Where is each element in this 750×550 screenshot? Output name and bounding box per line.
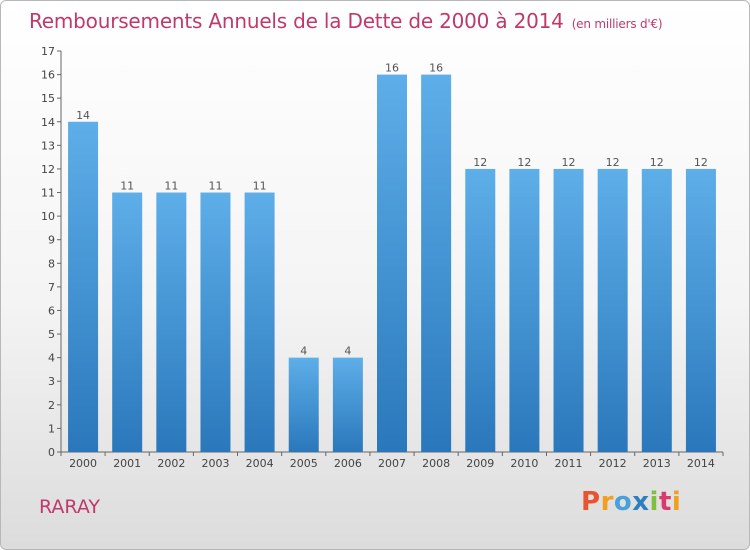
y-tick-label: 3 [48, 375, 55, 388]
x-tick-label: 2008 [422, 457, 450, 470]
bar-value-label: 12 [606, 156, 620, 169]
x-tick-label: 2009 [466, 457, 494, 470]
bar [641, 168, 672, 453]
x-tick-label: 2010 [510, 457, 538, 470]
bar [112, 192, 143, 452]
x-tick-label: 2000 [69, 457, 97, 470]
y-tick-label: 5 [48, 328, 55, 341]
data-labels: 14 11 11 11 11 4 4 16 16 12 12 12 12 12 12 [76, 62, 708, 358]
x-tick-label: 2005 [290, 457, 318, 470]
logo-letter: x [632, 487, 650, 517]
proxiti-logo: Proxiti [581, 487, 681, 517]
bar-value-label: 11 [120, 180, 134, 193]
logo-letter: P [581, 487, 601, 517]
logo-letter: r [600, 487, 614, 517]
bar [332, 357, 363, 452]
y-tick-label: 2 [48, 399, 55, 412]
bar [421, 74, 452, 453]
logo-letter: o [613, 487, 633, 517]
x-tick-label: 2013 [643, 457, 671, 470]
bar [244, 192, 275, 452]
bar-value-label: 11 [253, 180, 267, 193]
x-tick-label: 2003 [201, 457, 229, 470]
bar [465, 168, 496, 453]
bar-value-label: 16 [429, 62, 443, 75]
x-tick-label: 2014 [687, 457, 715, 470]
bar-value-label: 12 [473, 156, 487, 169]
y-tick-label: 10 [41, 210, 55, 223]
bar-value-label: 16 [385, 62, 399, 75]
x-tick-label: 2006 [334, 457, 362, 470]
y-tick-label: 7 [48, 281, 55, 294]
x-tick-label: 2011 [555, 457, 583, 470]
y-tick-label: 6 [48, 304, 55, 317]
x-tick-label: 2012 [599, 457, 627, 470]
x-tick-label: 2004 [246, 457, 274, 470]
bar [553, 168, 584, 453]
bars [68, 74, 716, 453]
bar-value-label: 14 [76, 109, 90, 122]
y-tick-label: 4 [48, 352, 55, 365]
logo-letter: i [671, 487, 682, 517]
bar [685, 168, 716, 453]
y-tick-label: 9 [48, 234, 55, 247]
bar-value-label: 11 [164, 180, 178, 193]
logo-letter: t [658, 487, 672, 517]
x-tick-label: 2001 [113, 457, 141, 470]
bar-value-label: 4 [300, 345, 307, 358]
y-tick-label: 16 [41, 69, 55, 82]
x-tick-label: 2007 [378, 457, 406, 470]
y-tick-label: 8 [48, 257, 55, 270]
chart-title-text: Remboursements Annuels de la Dette de 20… [29, 9, 564, 33]
bar [288, 357, 319, 452]
bar [597, 168, 628, 453]
bar-value-label: 12 [650, 156, 664, 169]
bar-value-label: 4 [344, 345, 351, 358]
y-tick-label: 14 [41, 116, 55, 129]
y-tick-label: 0 [48, 446, 55, 459]
bar-value-label: 11 [208, 180, 222, 193]
y-tick-label: 17 [41, 45, 55, 58]
bar [68, 121, 99, 452]
bar-value-label: 12 [562, 156, 576, 169]
bar [156, 192, 187, 452]
bar-value-label: 12 [694, 156, 708, 169]
chart-unit: (en milliers d'€) [571, 17, 663, 31]
bar-value-label: 12 [517, 156, 531, 169]
bar [377, 74, 407, 453]
y-tick-label: 12 [41, 163, 55, 176]
y-tick-label: 13 [41, 139, 55, 152]
y-tick-label: 11 [41, 187, 55, 200]
y-tick-label: 1 [48, 422, 55, 435]
chart-title: Remboursements Annuels de la Dette de 20… [29, 9, 663, 33]
logo-letter: i [649, 487, 659, 517]
x-tick-label: 2002 [157, 457, 185, 470]
y-tick-label: 15 [41, 92, 55, 105]
bar [509, 168, 540, 453]
bar [200, 192, 231, 452]
commune-name: RARAY [39, 496, 100, 518]
